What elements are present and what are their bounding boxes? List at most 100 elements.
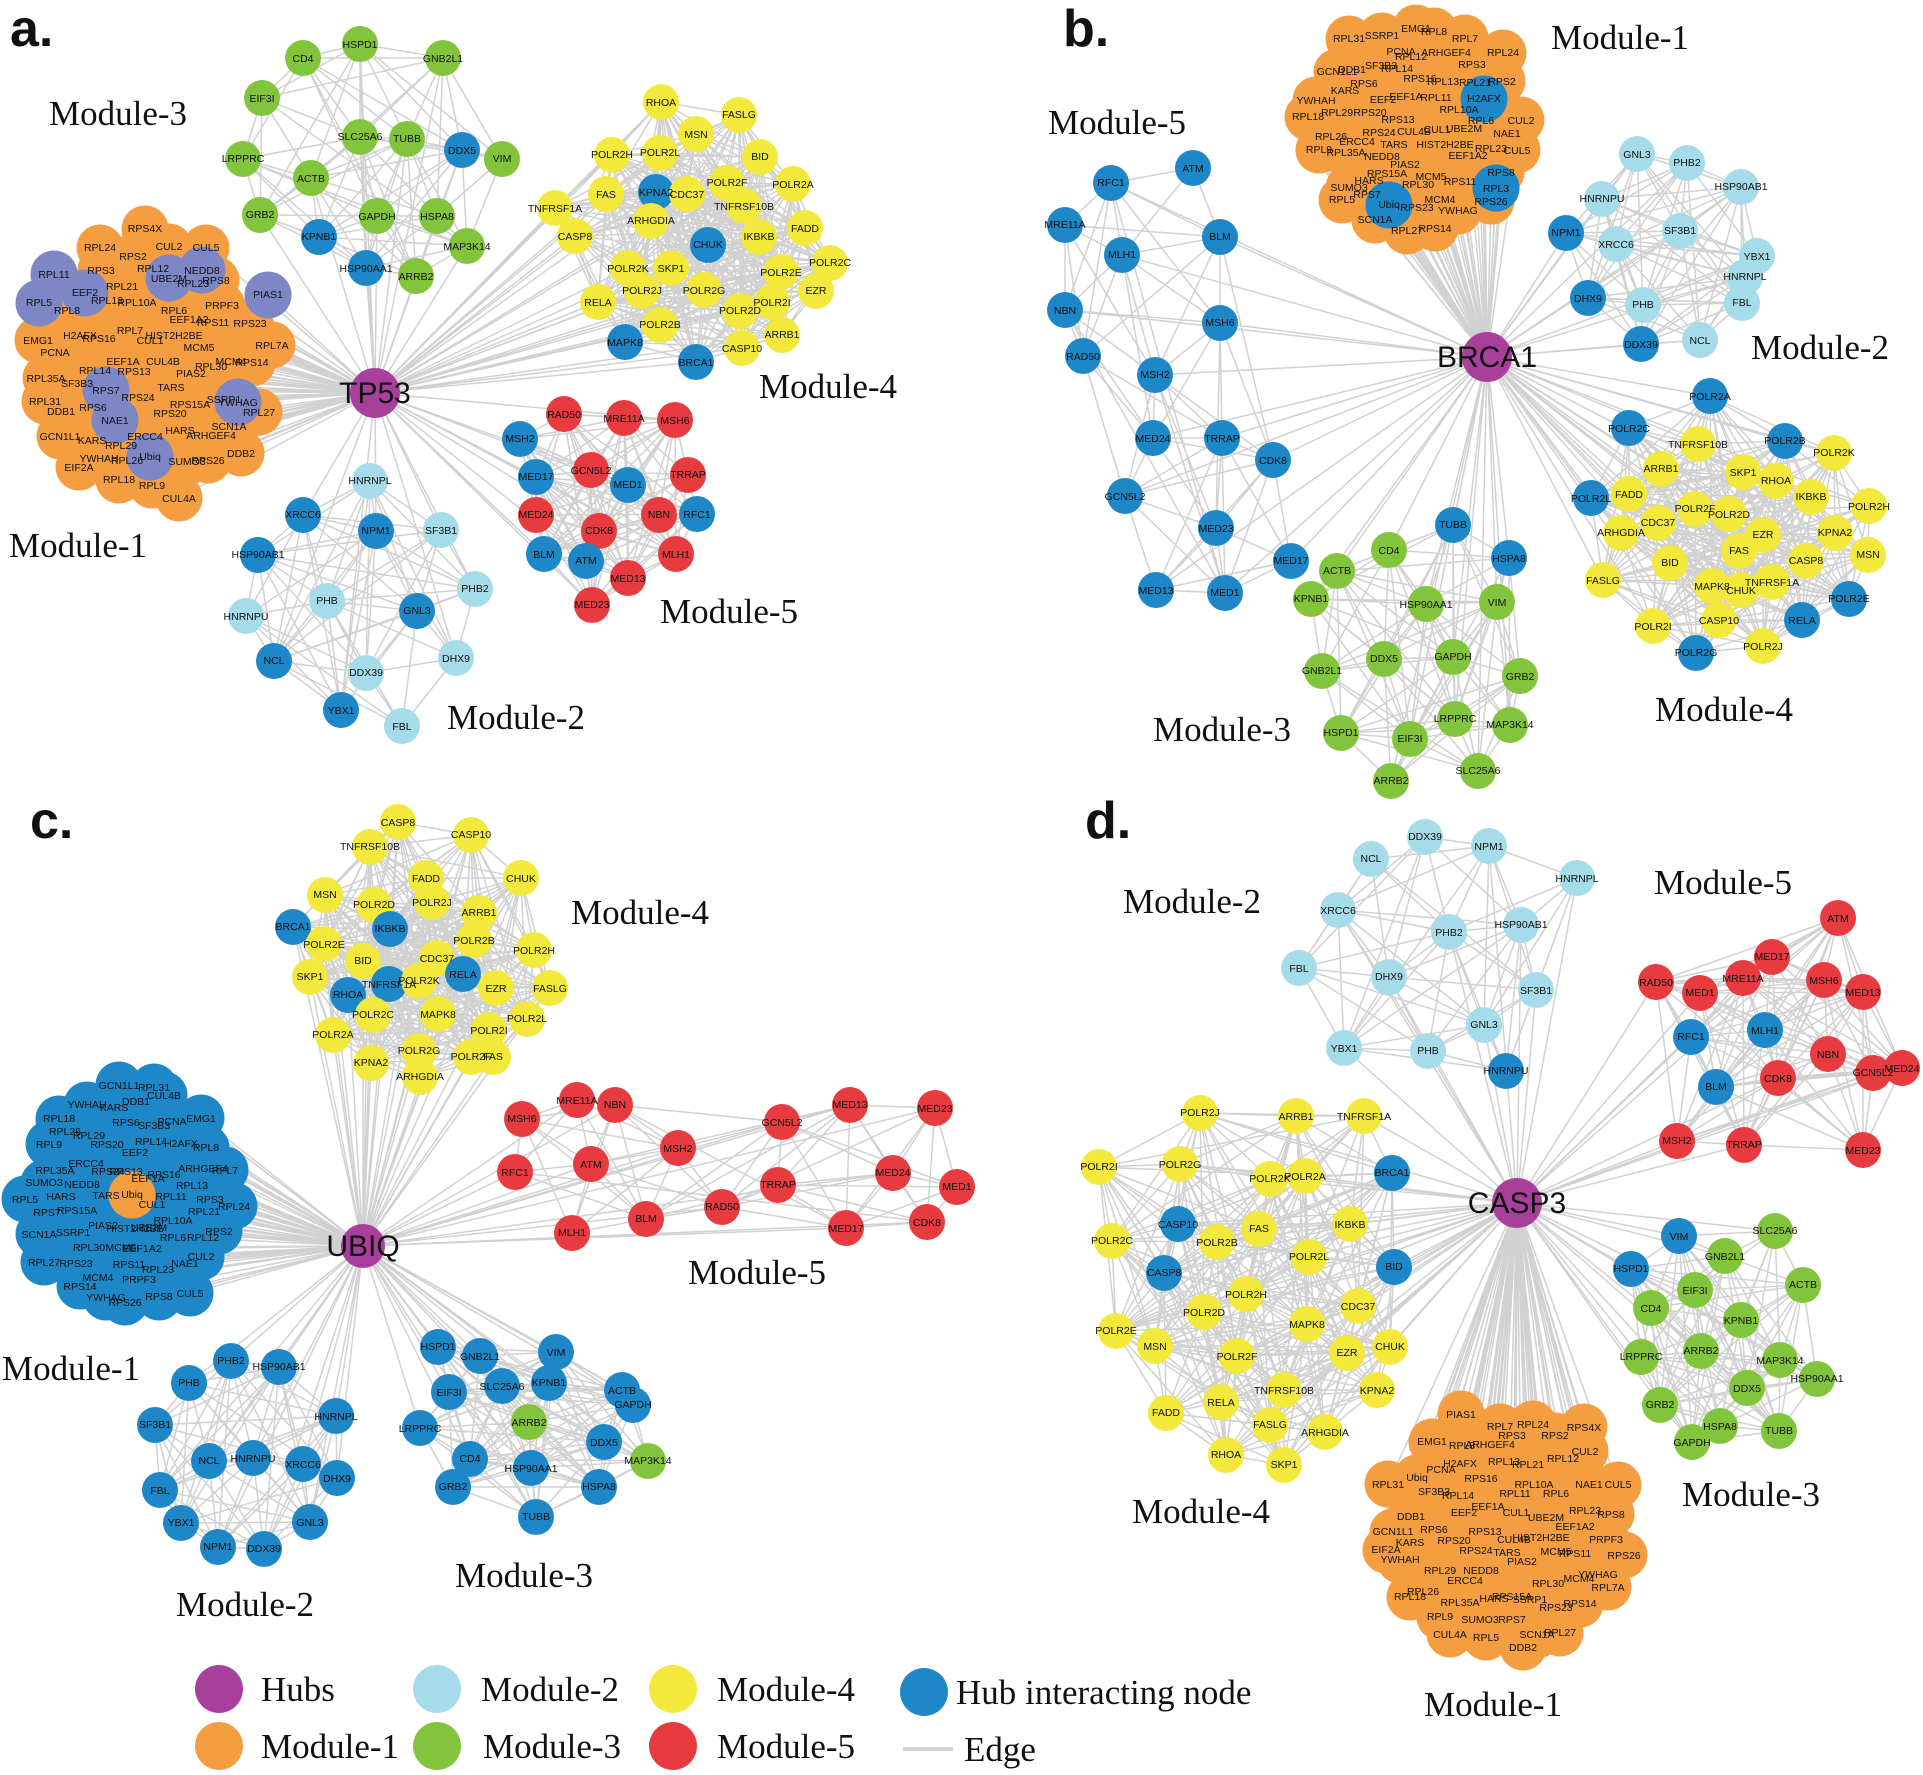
svg-text:TARS: TARS: [1493, 1547, 1520, 1559]
svg-text:EEF2: EEF2: [72, 287, 98, 299]
svg-text:YWHAH: YWHAH: [1296, 95, 1335, 107]
svg-text:RPS2: RPS2: [205, 1226, 233, 1238]
svg-text:RPL5: RPL5: [1473, 1632, 1499, 1644]
svg-text:NBN: NBN: [1817, 1049, 1839, 1061]
svg-text:CHUK: CHUK: [1375, 1341, 1405, 1353]
svg-text:MSH2: MSH2: [663, 1143, 692, 1155]
svg-text:SF3B1: SF3B1: [1664, 225, 1696, 237]
svg-text:RPS24: RPS24: [1362, 127, 1395, 139]
svg-text:HARS: HARS: [1479, 1593, 1508, 1605]
svg-text:LRPPRC: LRPPRC: [222, 153, 265, 165]
svg-text:YWHAH: YWHAH: [79, 453, 118, 465]
svg-text:MSH6: MSH6: [660, 415, 689, 427]
svg-text:BLM: BLM: [635, 1213, 657, 1225]
svg-text:Module-3: Module-3: [483, 1727, 621, 1766]
svg-text:FASLG: FASLG: [722, 109, 756, 121]
svg-text:GNB2L1: GNB2L1: [423, 53, 463, 65]
svg-text:RPS16: RPS16: [82, 333, 115, 345]
svg-text:MLH1: MLH1: [1108, 249, 1136, 261]
svg-text:POLR2A: POLR2A: [1284, 1171, 1325, 1183]
svg-text:RPS7: RPS7: [1353, 189, 1381, 201]
svg-text:Module-1: Module-1: [2, 1349, 140, 1388]
svg-text:CASP8: CASP8: [558, 231, 593, 243]
svg-text:HSP90AB1: HSP90AB1: [1494, 919, 1547, 931]
svg-text:H2AFX: H2AFX: [1443, 1458, 1477, 1470]
svg-text:CD4: CD4: [1378, 545, 1399, 557]
svg-text:CUL5: CUL5: [193, 242, 220, 254]
svg-text:HNRNPU: HNRNPU: [1484, 1065, 1529, 1077]
svg-text:BRCA1: BRCA1: [678, 357, 713, 369]
svg-text:IKBKB: IKBKB: [1796, 491, 1827, 503]
svg-text:RPS15A: RPS15A: [57, 1205, 97, 1217]
svg-text:POLR2K: POLR2K: [607, 263, 648, 275]
svg-text:EZR: EZR: [1337, 1347, 1358, 1359]
svg-text:GCN5L2: GCN5L2: [1853, 1067, 1894, 1079]
svg-text:GNB2L1: GNB2L1: [1302, 665, 1342, 677]
svg-text:RPL29: RPL29: [1424, 1565, 1456, 1577]
svg-text:CUL4B: CUL4B: [1397, 126, 1431, 138]
svg-text:POLR2L: POLR2L: [1571, 493, 1611, 505]
svg-text:TUBB: TUBB: [1765, 1425, 1793, 1437]
svg-text:CD4: CD4: [1640, 1303, 1661, 1315]
svg-text:YBX1: YBX1: [1331, 1043, 1358, 1055]
svg-text:POLR2H: POLR2H: [1225, 1289, 1267, 1301]
svg-text:RPL12: RPL12: [1395, 51, 1427, 63]
svg-text:PHB2: PHB2: [461, 583, 489, 595]
svg-text:RPL24: RPL24: [218, 1201, 250, 1213]
svg-text:PIAS2: PIAS2: [176, 368, 206, 380]
svg-text:Module-1: Module-1: [1424, 1685, 1562, 1724]
svg-text:RHOA: RHOA: [1211, 1449, 1241, 1461]
svg-text:CUL4A: CUL4A: [1433, 1629, 1467, 1641]
svg-text:RPS15A: RPS15A: [170, 399, 210, 411]
svg-text:SLC25A6: SLC25A6: [480, 1381, 525, 1393]
svg-text:POLR2L: POLR2L: [640, 147, 680, 159]
svg-text:RPL26: RPL26: [49, 1126, 81, 1138]
svg-text:DDX39: DDX39: [1408, 831, 1442, 843]
svg-text:d.: d.: [1085, 792, 1131, 850]
svg-text:IKBKB: IKBKB: [375, 923, 406, 935]
svg-text:RFC1: RFC1: [683, 509, 711, 521]
svg-text:Module-3: Module-3: [1153, 710, 1291, 749]
svg-text:RPL23: RPL23: [142, 1264, 174, 1276]
svg-text:MED13: MED13: [610, 573, 645, 585]
svg-text:SF3B3: SF3B3: [138, 1120, 170, 1132]
svg-text:RPL9: RPL9: [1306, 144, 1332, 156]
svg-text:MED24: MED24: [875, 1167, 910, 1179]
svg-text:PRPF3: PRPF3: [1589, 1534, 1623, 1546]
svg-text:ARHGDIA: ARHGDIA: [1597, 527, 1645, 539]
svg-text:SF3B1: SF3B1: [1520, 985, 1552, 997]
svg-text:NBN: NBN: [648, 509, 670, 521]
svg-text:MED1: MED1: [1685, 987, 1714, 999]
svg-text:EEF2: EEF2: [1370, 94, 1396, 106]
svg-text:RPL11: RPL11: [155, 1191, 186, 1203]
svg-text:SF3B3: SF3B3: [1365, 60, 1397, 72]
svg-text:FASLG: FASLG: [1586, 575, 1620, 587]
svg-text:CUL2: CUL2: [156, 241, 183, 253]
svg-text:FBL: FBL: [1289, 963, 1308, 975]
svg-text:FADD: FADD: [412, 873, 440, 885]
svg-text:POLR2G: POLR2G: [1159, 1159, 1202, 1171]
svg-text:TNFRSF1A: TNFRSF1A: [1745, 577, 1799, 589]
svg-text:CASP3: CASP3: [1468, 1187, 1566, 1220]
svg-text:CD4: CD4: [459, 1453, 480, 1465]
svg-text:RPS13: RPS13: [117, 366, 150, 378]
svg-text:NEDD8: NEDD8: [64, 1179, 100, 1191]
svg-text:RPS8: RPS8: [1487, 167, 1515, 179]
svg-text:CDC37: CDC37: [1641, 517, 1676, 529]
svg-text:Module-4: Module-4: [717, 1670, 855, 1709]
svg-text:SSRP1: SSRP1: [56, 1227, 91, 1239]
svg-text:MCM5: MCM5: [106, 1242, 137, 1254]
svg-text:ACTB: ACTB: [297, 173, 325, 185]
svg-text:Module-5: Module-5: [717, 1727, 855, 1766]
svg-text:BLM: BLM: [533, 549, 555, 561]
svg-text:VIM: VIM: [547, 1347, 566, 1359]
svg-text:CUL2: CUL2: [1508, 115, 1535, 127]
svg-text:HSPA8: HSPA8: [1703, 1421, 1737, 1433]
svg-text:KPNB1: KPNB1: [1294, 593, 1329, 605]
svg-text:UBE2M: UBE2M: [131, 1222, 167, 1234]
svg-text:GNL3: GNL3: [403, 605, 431, 617]
svg-text:XRCC6: XRCC6: [1598, 239, 1634, 251]
svg-text:RPL9: RPL9: [36, 1139, 62, 1151]
svg-text:PHB: PHB: [178, 1377, 200, 1389]
svg-text:RPL9: RPL9: [1427, 1611, 1453, 1623]
